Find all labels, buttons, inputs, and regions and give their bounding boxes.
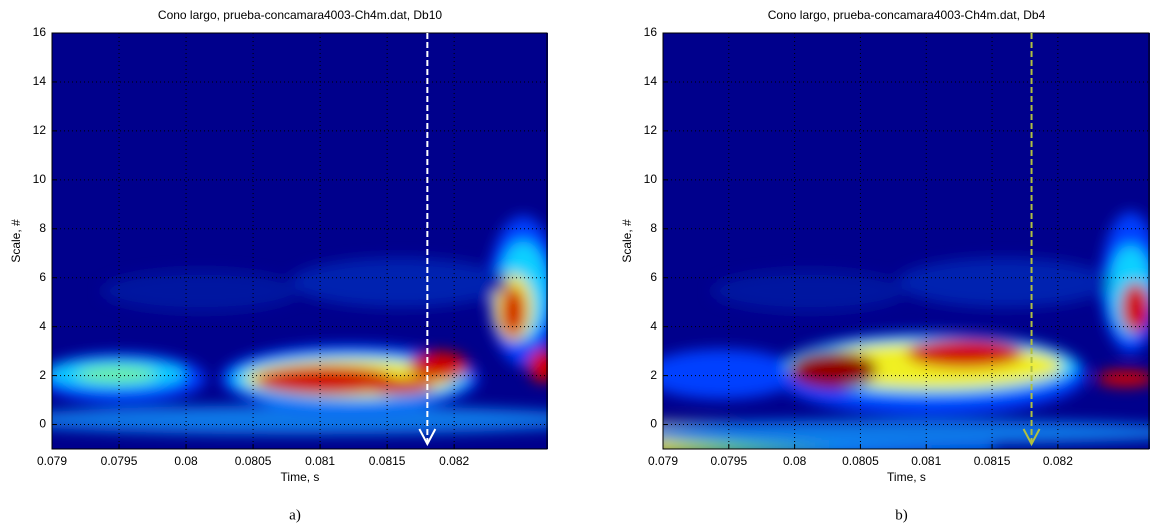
- y-tick-label: 0: [39, 417, 46, 431]
- axes-frame: [662, 32, 1150, 450]
- x-tick-label: 0.081: [911, 454, 941, 468]
- caption: a): [289, 507, 301, 523]
- y-tick-label: 2: [650, 368, 657, 382]
- x-tick-label: 0.082: [1043, 454, 1073, 468]
- y-tick-label: 4: [39, 319, 46, 333]
- scalogram-blob: [290, 257, 509, 308]
- y-tick-label: 10: [644, 172, 658, 186]
- x-tick-label: 0.081: [305, 454, 335, 468]
- x-tick-label: 0.0805: [842, 454, 879, 468]
- x-tick-label: 0.0795: [101, 454, 138, 468]
- x-axis-label: Time, s: [887, 470, 926, 484]
- caption: b): [895, 507, 908, 523]
- x-tick-label: 0.082: [439, 454, 469, 468]
- scalogram-blob: [711, 270, 907, 312]
- y-tick-label: 8: [39, 221, 46, 235]
- y-tick-label: 12: [644, 123, 658, 137]
- y-tick-label: 0: [650, 417, 657, 431]
- x-tick-label: 0.0815: [974, 454, 1011, 468]
- scalogram: [52, 33, 548, 449]
- x-tick-label: 0.0815: [369, 454, 406, 468]
- y-tick-label: 14: [33, 74, 47, 88]
- y-tick-label: 6: [39, 270, 46, 284]
- y-tick-label: 10: [33, 172, 47, 186]
- x-tick-label: 0.0795: [710, 454, 747, 468]
- scalogram-field: [52, 216, 548, 435]
- y-tick-label: 16: [644, 25, 658, 39]
- scalogram-blob: [1120, 282, 1150, 333]
- scalogram-blob: [255, 365, 395, 395]
- scalogram-blob: [101, 270, 300, 312]
- y-tick-label: 4: [650, 319, 657, 333]
- scalogram-blob: [76, 365, 157, 383]
- x-tick-label: 0.079: [648, 454, 678, 468]
- x-tick-label: 0.079: [37, 454, 67, 468]
- chart-title: Cono largo, prueba-concamara4003-Ch4m.da…: [768, 8, 1046, 22]
- scalogram-field: [663, 211, 1150, 449]
- x-tick-label: 0.0805: [235, 454, 272, 468]
- axes-frame: [51, 32, 548, 450]
- scalogram-blob: [52, 405, 548, 435]
- scalogram-blob: [409, 351, 469, 381]
- y-tick-label: 12: [33, 123, 47, 137]
- y-tick-label: 6: [650, 270, 657, 284]
- scalogram-blob: [663, 349, 800, 400]
- scalogram: [663, 33, 1150, 449]
- y-tick-label: 16: [33, 25, 47, 39]
- chart-title: Cono largo, prueba-concamara4003-Ch4m.da…: [158, 8, 442, 22]
- scalogram-blob: [500, 286, 526, 337]
- marker-arrowhead: [1022, 428, 1041, 447]
- scalogram-blob: [789, 351, 878, 389]
- y-tick-label: 14: [644, 74, 658, 88]
- y-axis-label: Scale, #: [9, 219, 23, 263]
- y-axis-label: Scale, #: [620, 219, 634, 263]
- scalogram-blob: [896, 257, 1112, 308]
- scalogram-blob: [906, 338, 1024, 368]
- scalogram-blob: [528, 349, 548, 383]
- x-tick-label: 0.08: [783, 454, 807, 468]
- scalogram-blob: [1096, 369, 1150, 387]
- x-tick-label: 0.08: [174, 454, 198, 468]
- y-tick-label: 8: [650, 221, 657, 235]
- x-axis-label: Time, s: [281, 470, 320, 484]
- marker-arrowhead: [418, 428, 437, 447]
- y-tick-label: 2: [39, 368, 46, 382]
- scalogram-blob: [364, 378, 434, 395]
